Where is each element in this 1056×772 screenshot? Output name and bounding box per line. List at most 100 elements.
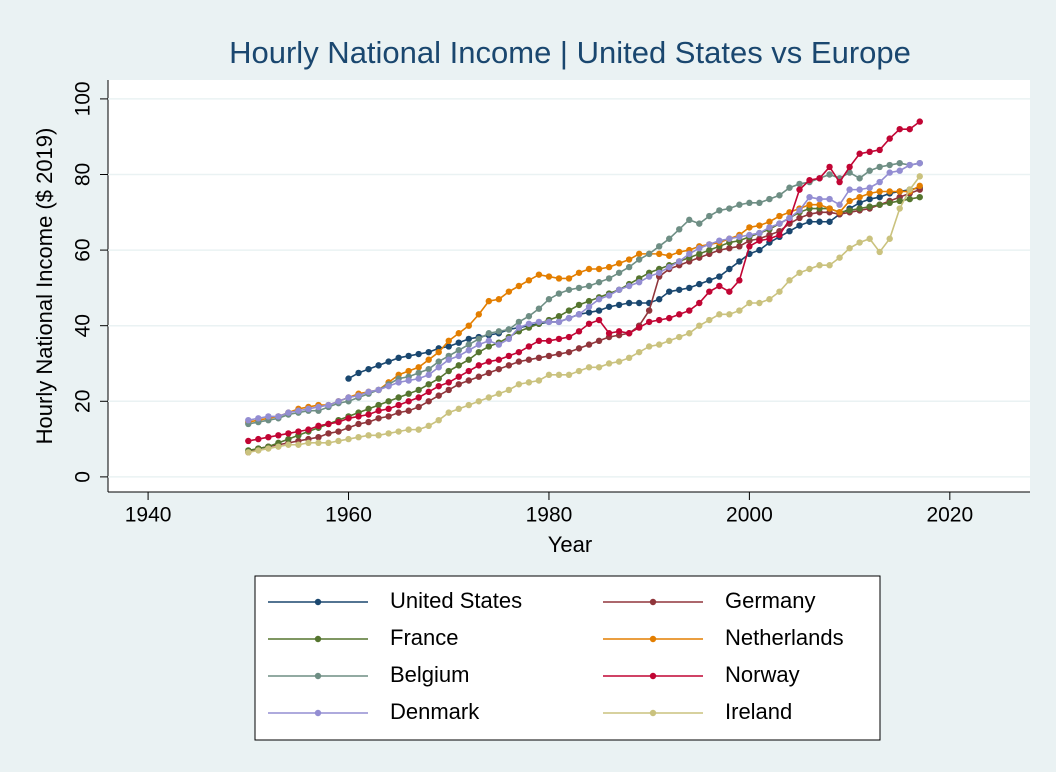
- point: [796, 214, 803, 222]
- point: [325, 420, 332, 428]
- point: [635, 299, 643, 307]
- point: [716, 282, 723, 290]
- point: [535, 305, 543, 312]
- point: [465, 377, 472, 384]
- point: [505, 326, 513, 333]
- point: [325, 401, 332, 409]
- point: [766, 235, 773, 242]
- point: [666, 337, 673, 345]
- point: [485, 330, 493, 337]
- point: [655, 250, 663, 258]
- point: [345, 424, 352, 431]
- point: [335, 437, 342, 445]
- point: [425, 388, 432, 396]
- point: [906, 125, 913, 133]
- point: [796, 269, 803, 276]
- point: [495, 365, 503, 373]
- point: [365, 388, 372, 396]
- point: [826, 171, 833, 178]
- point: [816, 218, 823, 225]
- point: [585, 364, 593, 371]
- y-axis-label: Hourly National Income ($ 2019): [32, 128, 57, 445]
- point: [615, 328, 623, 335]
- point: [896, 125, 903, 133]
- point: [415, 375, 422, 382]
- point: [886, 161, 893, 169]
- y-tick-label: 0: [72, 471, 95, 483]
- point: [876, 146, 883, 154]
- point: [856, 193, 863, 201]
- point: [736, 277, 743, 284]
- point: [455, 339, 462, 346]
- point: [285, 430, 292, 437]
- point: [826, 163, 833, 171]
- point: [505, 386, 513, 394]
- point: [766, 224, 773, 231]
- point: [886, 135, 893, 142]
- point: [385, 430, 392, 437]
- point: [555, 290, 563, 297]
- point: [806, 210, 813, 218]
- point: [355, 420, 362, 428]
- y-tick-label: 100: [72, 81, 95, 116]
- point: [535, 337, 543, 345]
- point: [505, 288, 513, 295]
- point: [595, 265, 603, 273]
- point: [756, 222, 763, 229]
- point: [806, 265, 813, 273]
- point: [545, 296, 553, 303]
- point: [535, 271, 543, 278]
- point: [595, 296, 603, 303]
- point: [806, 176, 813, 184]
- point: [605, 263, 613, 271]
- point: [916, 118, 923, 125]
- point: [565, 275, 573, 282]
- point: [916, 159, 923, 167]
- point: [415, 403, 422, 411]
- point: [455, 381, 462, 388]
- legend-label: Norway: [725, 662, 800, 687]
- point: [876, 248, 883, 256]
- point: [766, 195, 773, 203]
- point: [585, 309, 593, 316]
- point: [445, 379, 452, 386]
- point: [255, 447, 262, 454]
- legend-marker: [649, 598, 657, 606]
- legend-label: Germany: [725, 588, 815, 613]
- point: [545, 337, 553, 345]
- point: [585, 265, 593, 273]
- point: [415, 369, 422, 377]
- legend-label: Denmark: [390, 699, 480, 724]
- point: [375, 432, 382, 439]
- point: [385, 413, 392, 420]
- point: [585, 297, 593, 305]
- point: [435, 375, 442, 382]
- point: [585, 303, 593, 310]
- point: [595, 316, 603, 324]
- point: [485, 358, 493, 365]
- point: [836, 209, 843, 216]
- point: [746, 299, 753, 307]
- point: [575, 269, 583, 276]
- point: [716, 237, 723, 244]
- point: [255, 415, 262, 422]
- point: [846, 197, 853, 205]
- point: [445, 386, 452, 394]
- point: [555, 350, 563, 358]
- point: [866, 190, 873, 197]
- point: [325, 430, 332, 437]
- point: [756, 229, 763, 237]
- point: [525, 379, 533, 386]
- point: [495, 296, 503, 303]
- y-tick-label: 20: [72, 390, 95, 413]
- point: [515, 348, 523, 356]
- point: [796, 207, 803, 214]
- legend-label: Ireland: [725, 699, 792, 724]
- point: [385, 405, 392, 413]
- point: [866, 148, 873, 156]
- x-axis-label: Year: [548, 532, 592, 557]
- point: [726, 235, 733, 242]
- point: [265, 413, 272, 420]
- point: [686, 307, 693, 314]
- point: [836, 254, 843, 261]
